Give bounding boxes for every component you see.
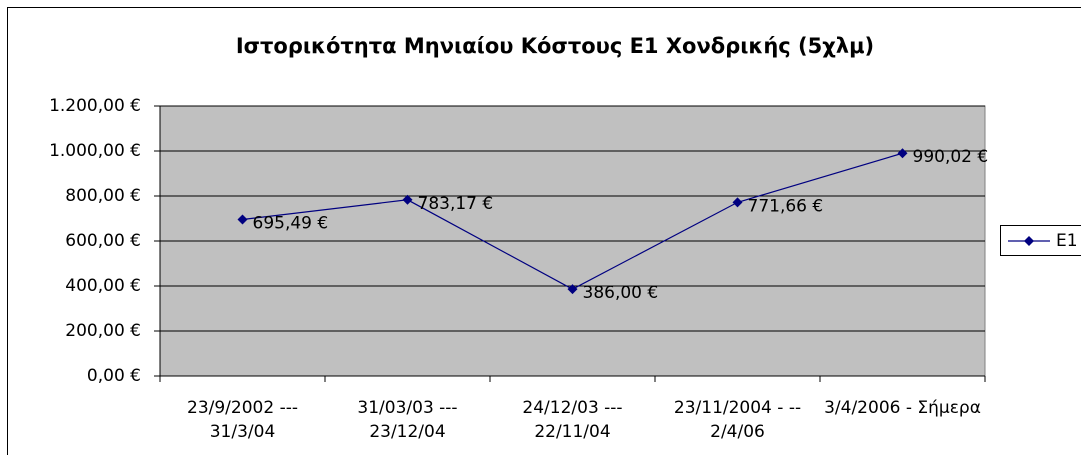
legend-label: E1	[1056, 231, 1078, 251]
chart-title: Ιστορικότητα Μηνιαίου Κόστους Ε1 Χονδρικ…	[236, 34, 874, 58]
point	[237, 214, 248, 225]
y-tick-label: 0,00 €	[87, 366, 141, 386]
y-tick-label: 200,00 €	[65, 321, 141, 341]
data-label: 990,02 €	[913, 147, 989, 167]
y-tick-label: 1.200,00 €	[49, 96, 141, 116]
y-tick-label: 1.000,00 €	[49, 141, 141, 161]
data-label: 783,17 €	[418, 194, 494, 214]
x-tick-label: 3/4/2006 - Σήμερα	[824, 398, 981, 418]
x-tick-label: 31/03/03 --- 23/12/04	[357, 398, 458, 442]
x-tick-label: 24/12/03 --- 22/11/04	[522, 398, 623, 442]
y-tick-label: 800,00 €	[65, 186, 141, 206]
point	[567, 284, 578, 295]
y-tick-label: 400,00 €	[65, 276, 141, 296]
point	[897, 148, 908, 159]
point	[402, 194, 413, 205]
legend-marker	[1024, 236, 1034, 246]
y-tick-label: 600,00 €	[65, 231, 141, 251]
data-label: 771,66 €	[748, 196, 824, 216]
x-tick-label: 23/9/2002 --- 31/3/04	[187, 398, 298, 442]
point	[732, 197, 743, 208]
x-tick-label: 23/11/2004 - -- 2/4/06	[673, 398, 802, 442]
data-label: 386,00 €	[583, 283, 659, 303]
data-label: 695,49 €	[253, 214, 329, 234]
